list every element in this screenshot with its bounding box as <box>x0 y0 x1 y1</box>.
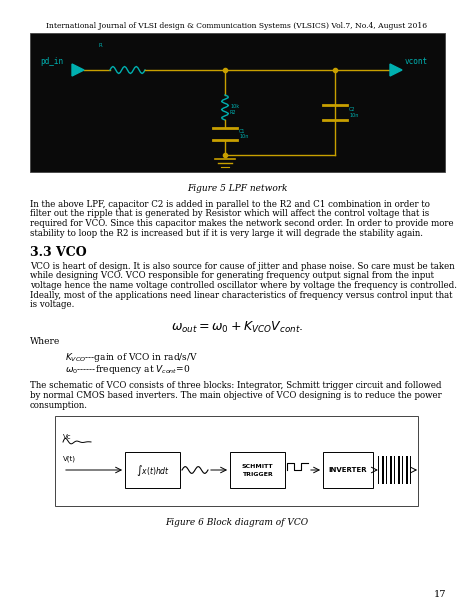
Text: SCHMITT: SCHMITT <box>242 463 273 468</box>
Text: VCO is heart of design. It is also source for cause of jitter and phase noise. S: VCO is heart of design. It is also sourc… <box>30 262 455 271</box>
Bar <box>390 456 392 484</box>
Bar <box>398 456 401 484</box>
Text: while designing VCO. VCO responsible for generating frequency output signal from: while designing VCO. VCO responsible for… <box>30 272 434 281</box>
Text: The schematic of VCO consists of three blocks: Integrator, Schmitt trigger circu: The schematic of VCO consists of three b… <box>30 381 441 390</box>
Text: C1
10n: C1 10n <box>239 129 248 139</box>
Text: International Journal of VLSI design & Communication Systems (VLSICS) Vol.7, No.: International Journal of VLSI design & C… <box>46 22 428 30</box>
Text: Figure 5 LPF network: Figure 5 LPF network <box>187 184 287 193</box>
Text: filter out the ripple that is generated by Resistor which will affect the contro: filter out the ripple that is generated … <box>30 210 429 218</box>
Text: $\omega_0$------frequency at $V_{cont}$=0: $\omega_0$------frequency at $V_{cont}$=… <box>65 364 191 376</box>
Text: In the above LPF, capacitor C2 is added in parallel to the R2 and C1 combination: In the above LPF, capacitor C2 is added … <box>30 200 430 209</box>
Bar <box>406 456 409 484</box>
Text: voltage hence the name voltage controlled oscillator where by voltage the freque: voltage hence the name voltage controlle… <box>30 281 457 290</box>
Bar <box>30 33 445 172</box>
Text: $\mathit{K}_{VCO}$---gain of VCO in rad/s/V: $\mathit{K}_{VCO}$---gain of VCO in rad/… <box>65 351 198 364</box>
Bar <box>386 456 388 484</box>
Text: Ideally, most of the applications need linear characteristics of frequency versu: Ideally, most of the applications need l… <box>30 291 453 300</box>
Text: $\int x(t)hdt$: $\int x(t)hdt$ <box>136 462 170 478</box>
Text: Vc: Vc <box>63 434 72 440</box>
Text: is voltage.: is voltage. <box>30 300 74 309</box>
Text: R: R <box>98 43 102 48</box>
Polygon shape <box>72 64 84 76</box>
Bar <box>382 456 384 484</box>
Bar <box>55 416 418 506</box>
Bar <box>378 456 380 484</box>
Polygon shape <box>390 64 402 76</box>
Text: Where: Where <box>30 338 60 346</box>
Text: pd_in: pd_in <box>40 57 63 66</box>
Text: required for VCO. Since this capacitor makes the network second order. In order : required for VCO. Since this capacitor m… <box>30 219 454 228</box>
Text: INVERTER: INVERTER <box>328 467 367 473</box>
Text: vcont: vcont <box>405 57 428 66</box>
Bar <box>323 452 373 488</box>
Text: consumption.: consumption. <box>30 400 88 409</box>
Text: by normal CMOS based inverters. The main objective of VCO designing is to reduce: by normal CMOS based inverters. The main… <box>30 391 442 400</box>
Text: C2
10n: C2 10n <box>349 107 358 118</box>
Text: 3.3 VCO: 3.3 VCO <box>30 246 87 259</box>
Text: TRIGGER: TRIGGER <box>242 473 273 478</box>
Bar <box>402 456 403 484</box>
Text: $\omega_{out} = \omega_0 + K_{VCO}V_{cont}.$: $\omega_{out} = \omega_0 + K_{VCO}V_{con… <box>171 319 303 335</box>
Bar <box>230 452 285 488</box>
Text: stability to loop the R2 is increased but if it is very large it will degrade th: stability to loop the R2 is increased bu… <box>30 229 423 237</box>
Text: V(t): V(t) <box>63 456 76 462</box>
Text: 17: 17 <box>434 590 446 599</box>
Bar <box>125 452 180 488</box>
Bar <box>394 456 395 484</box>
Text: Figure 6 Block diagram of VCO: Figure 6 Block diagram of VCO <box>165 518 309 527</box>
Text: 10k
R2: 10k R2 <box>230 104 239 115</box>
Bar <box>410 456 411 484</box>
